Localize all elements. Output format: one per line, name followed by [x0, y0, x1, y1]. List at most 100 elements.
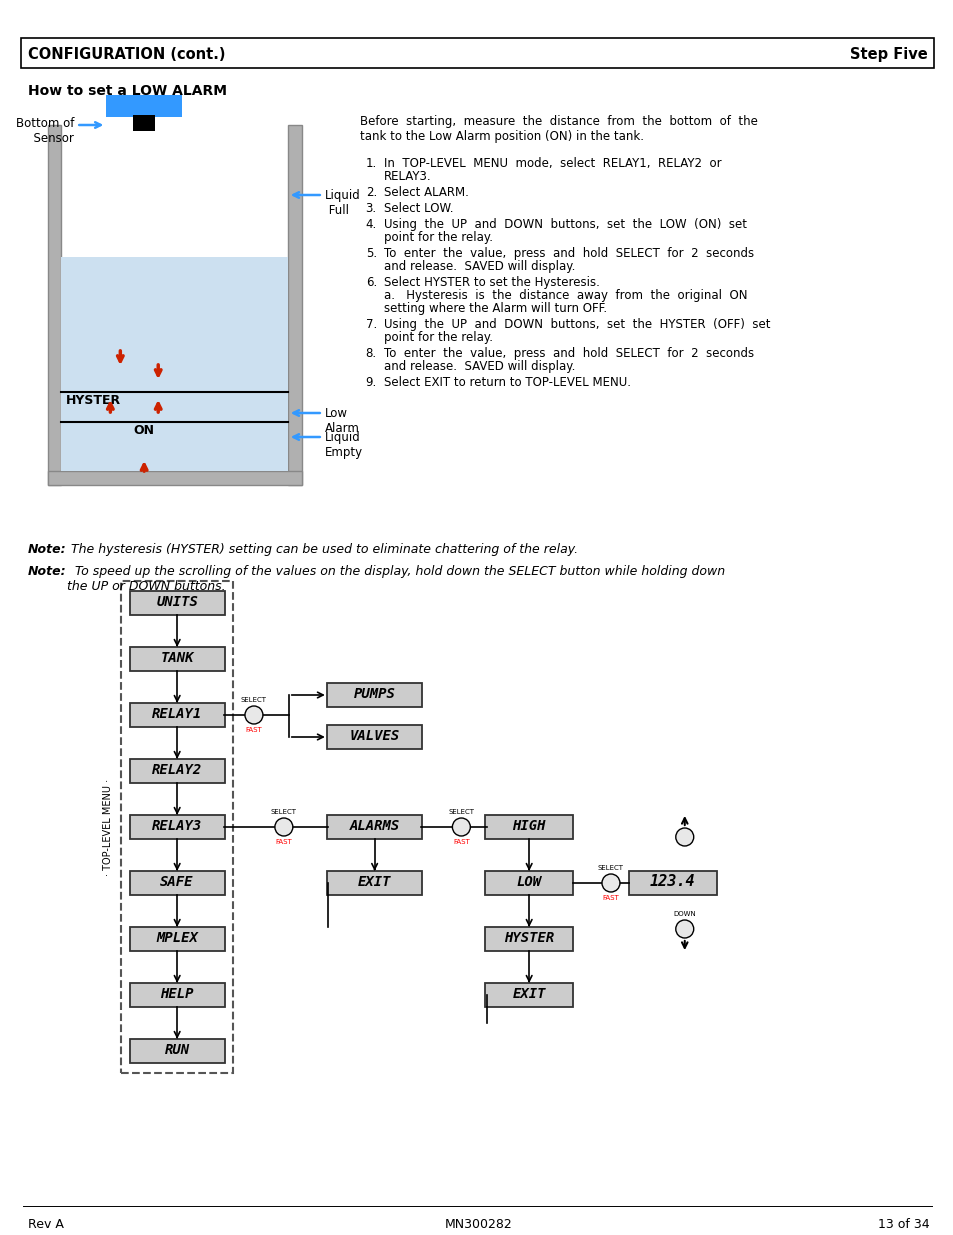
Text: FAST: FAST: [602, 895, 618, 902]
Bar: [130, 592, 224, 615]
Bar: [327, 871, 421, 895]
Text: Rev A: Rev A: [28, 1218, 64, 1231]
Bar: [133, 115, 155, 131]
Text: HIGH: HIGH: [512, 819, 545, 832]
Text: HYSTER: HYSTER: [66, 394, 120, 408]
Text: MN300282: MN300282: [444, 1218, 512, 1231]
Text: HYSTER: HYSTER: [503, 931, 554, 945]
Circle shape: [245, 706, 263, 724]
Text: 9.: 9.: [365, 375, 376, 389]
Text: Liquid
Empty: Liquid Empty: [324, 431, 362, 459]
Text: 13 of 34: 13 of 34: [878, 1218, 929, 1231]
Bar: [130, 815, 224, 839]
Circle shape: [675, 827, 693, 846]
Bar: [485, 871, 573, 895]
Text: EXIT: EXIT: [512, 987, 545, 1002]
Text: RELAY1: RELAY1: [152, 706, 202, 721]
Text: SELECT: SELECT: [448, 809, 474, 815]
Bar: [130, 871, 224, 895]
Text: FAST: FAST: [275, 839, 292, 845]
Bar: [130, 703, 224, 727]
Text: Select EXIT to return to TOP-LEVEL MENU.: Select EXIT to return to TOP-LEVEL MENU.: [383, 375, 630, 389]
Text: · TOP-LEVEL MENU ·: · TOP-LEVEL MENU ·: [103, 778, 113, 876]
Bar: [130, 927, 224, 951]
Text: How to set a LOW ALARM: How to set a LOW ALARM: [28, 84, 227, 98]
Text: setting where the Alarm will turn OFF.: setting where the Alarm will turn OFF.: [383, 303, 606, 315]
Text: and release.  SAVED will display.: and release. SAVED will display.: [383, 359, 575, 373]
Bar: [21, 38, 933, 68]
Text: CONFIGURATION (cont.): CONFIGURATION (cont.): [28, 47, 225, 62]
Bar: [327, 815, 421, 839]
Text: HELP: HELP: [160, 987, 193, 1002]
Bar: [485, 815, 573, 839]
Text: Select HYSTER to set the Hysteresis.: Select HYSTER to set the Hysteresis.: [383, 275, 598, 289]
Text: Select ALARM.: Select ALARM.: [383, 186, 468, 199]
Text: FAST: FAST: [245, 727, 262, 734]
Bar: [130, 983, 224, 1007]
Text: FAST: FAST: [453, 839, 469, 845]
Text: a.   Hysteresis  is  the  distance  away  from  the  original  ON: a. Hysteresis is the distance away from …: [383, 289, 746, 303]
Text: 1.: 1.: [365, 157, 376, 170]
Bar: [61, 257, 288, 471]
Circle shape: [675, 920, 693, 939]
Text: SELECT: SELECT: [271, 809, 296, 815]
Text: 3.: 3.: [365, 203, 376, 215]
Text: The hysteresis (HYSTER) setting can be used to eliminate chattering of the relay: The hysteresis (HYSTER) setting can be u…: [68, 543, 578, 556]
Text: ON: ON: [133, 424, 154, 437]
Text: LOW: LOW: [517, 876, 541, 889]
Text: 6.: 6.: [365, 275, 376, 289]
Bar: [106, 95, 182, 117]
Text: To  enter  the  value,  press  and  hold  SELECT  for  2  seconds: To enter the value, press and hold SELEC…: [383, 347, 753, 359]
Text: TANK: TANK: [160, 651, 193, 664]
Text: Step Five: Step Five: [849, 47, 927, 62]
Bar: [327, 725, 421, 748]
Bar: [485, 927, 573, 951]
Text: Low
Alarm: Low Alarm: [324, 408, 359, 435]
Text: SAFE: SAFE: [160, 876, 193, 889]
Text: Note:: Note:: [28, 543, 66, 556]
Text: VALVES: VALVES: [349, 729, 399, 743]
Text: 2.: 2.: [365, 186, 376, 199]
Circle shape: [601, 874, 619, 892]
Text: DOWN: DOWN: [673, 911, 696, 918]
Text: To speed up the scrolling of the values on the display, hold down the SELECT but: To speed up the scrolling of the values …: [68, 564, 725, 593]
Text: UNITS: UNITS: [156, 595, 198, 609]
Text: 7.: 7.: [365, 317, 376, 331]
Text: Using  the  UP  and  DOWN  buttons,  set  the  HYSTER  (OFF)  set: Using the UP and DOWN buttons, set the H…: [383, 317, 769, 331]
Bar: [327, 683, 421, 706]
Text: RELAY3.: RELAY3.: [383, 170, 431, 183]
Text: Bottom of
  Sensor: Bottom of Sensor: [16, 117, 74, 144]
Text: 8.: 8.: [365, 347, 376, 359]
Text: SELECT: SELECT: [598, 864, 623, 871]
Bar: [48, 125, 61, 485]
Text: RUN: RUN: [165, 1044, 190, 1057]
Text: 123.4: 123.4: [649, 874, 695, 889]
Bar: [288, 125, 301, 485]
Bar: [121, 580, 233, 1073]
Bar: [130, 760, 224, 783]
Text: To  enter  the  value,  press  and  hold  SELECT  for  2  seconds: To enter the value, press and hold SELEC…: [383, 247, 753, 261]
Text: point for the relay.: point for the relay.: [383, 231, 492, 245]
Bar: [130, 1039, 224, 1063]
Circle shape: [274, 818, 293, 836]
Text: SELECT: SELECT: [241, 697, 267, 703]
Text: 4.: 4.: [365, 219, 376, 231]
Bar: [485, 983, 573, 1007]
Text: RELAY3: RELAY3: [152, 819, 202, 832]
Bar: [628, 871, 716, 895]
Text: ALARMS: ALARMS: [349, 819, 399, 832]
Bar: [130, 647, 224, 671]
Text: and release.  SAVED will display.: and release. SAVED will display.: [383, 261, 575, 273]
Text: EXIT: EXIT: [357, 876, 391, 889]
Text: RELAY2: RELAY2: [152, 763, 202, 777]
Text: point for the relay.: point for the relay.: [383, 331, 492, 345]
Text: Select LOW.: Select LOW.: [383, 203, 453, 215]
Text: MPLEX: MPLEX: [156, 931, 198, 945]
Text: In  TOP-LEVEL  MENU  mode,  select  RELAY1,  RELAY2  or: In TOP-LEVEL MENU mode, select RELAY1, R…: [383, 157, 720, 170]
Circle shape: [452, 818, 470, 836]
Text: Note:: Note:: [28, 564, 66, 578]
Text: 5.: 5.: [365, 247, 376, 261]
Bar: [48, 471, 301, 485]
Text: Before  starting,  measure  the  distance  from  the  bottom  of  the
tank to th: Before starting, measure the distance fr…: [359, 115, 757, 143]
Text: PUMPS: PUMPS: [354, 687, 395, 701]
